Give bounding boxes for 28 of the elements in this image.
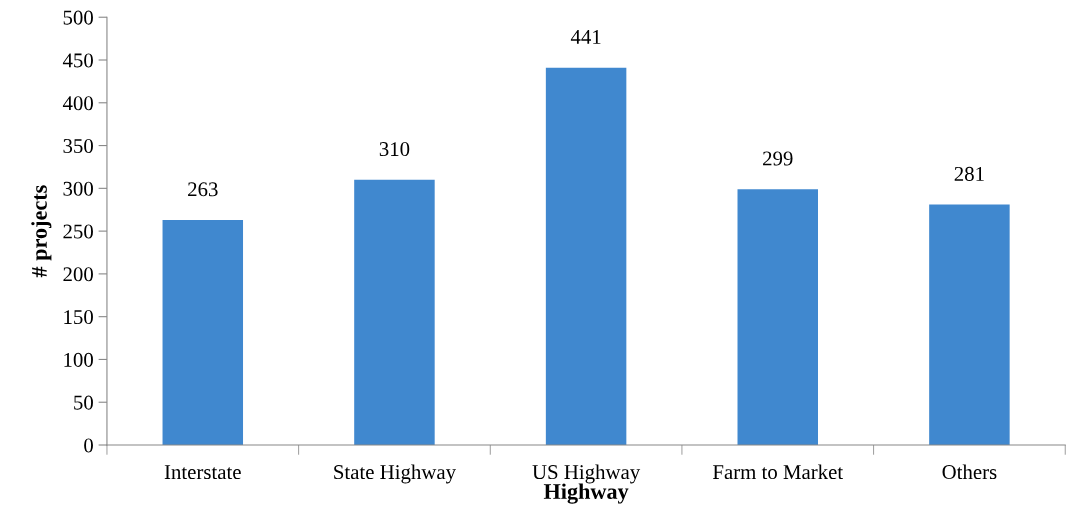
- bar: [162, 219, 244, 446]
- data-label: 263: [188, 182, 218, 197]
- data-label: 310: [379, 142, 410, 157]
- x-tick-label: Others: [942, 464, 997, 480]
- data-label: 281: [954, 166, 984, 181]
- bar: [737, 189, 818, 446]
- data-label: 441: [570, 30, 601, 44]
- y-tick-label: 0: [84, 438, 93, 453]
- y-tick-label: 200: [63, 267, 93, 282]
- y-tick-label: 500: [63, 10, 93, 25]
- y-tick-label: 50: [74, 395, 93, 410]
- y-tick-label: 450: [62, 53, 93, 68]
- data-label: 299: [763, 151, 793, 166]
- bar: [545, 67, 627, 446]
- y-tick-label: 100: [64, 352, 93, 367]
- x-tick-label: US Highway: [532, 464, 641, 484]
- y-axis-title: # projects: [31, 185, 52, 278]
- x-axis-title: Highway: [543, 483, 629, 504]
- x-tick-label: Interstate: [164, 465, 241, 480]
- y-tick-label: 300: [63, 181, 93, 196]
- y-tick-label: 400: [62, 96, 93, 111]
- y-tick-label: 250: [63, 224, 93, 239]
- y-tick-label: 150: [64, 310, 93, 325]
- y-tick-label: 350: [63, 138, 93, 153]
- bar: [354, 179, 435, 446]
- x-tick-label: Farm to Market: [712, 464, 844, 480]
- x-tick-label: State Highway: [334, 464, 456, 484]
- bar: [929, 204, 1010, 446]
